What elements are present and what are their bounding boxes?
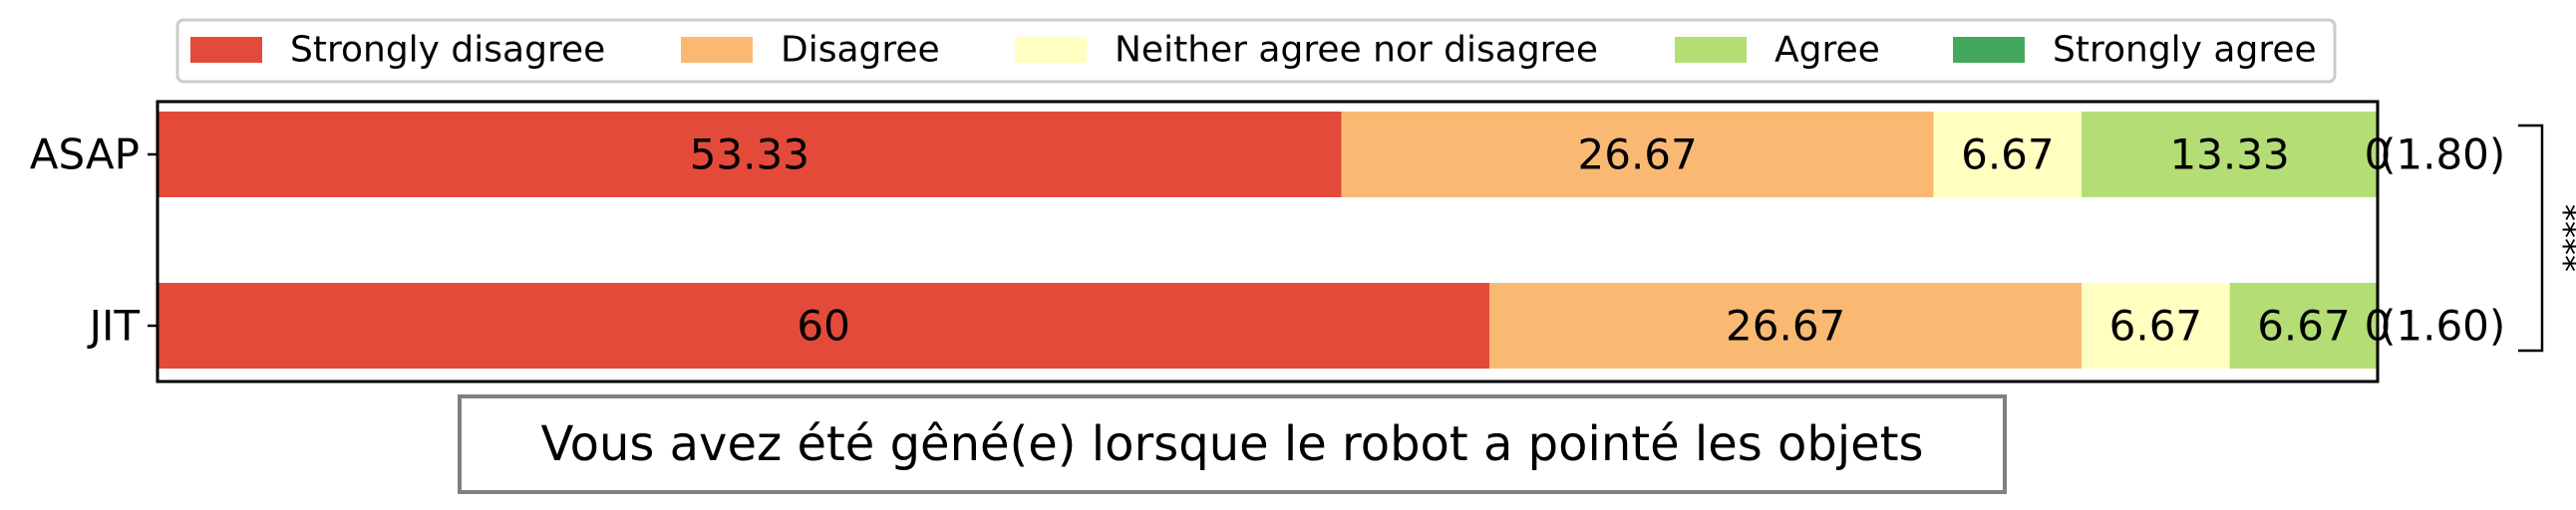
bar-asap-neither-agree-nor-disagree: [1933, 112, 2083, 197]
bar-jit-strongly-disagree: [158, 283, 1490, 369]
legend-label: Agree: [1774, 30, 1880, 71]
legend-label: Strongly agree: [2053, 30, 2317, 71]
data-label: 53.33: [690, 130, 809, 179]
significance-marker: ****: [2544, 204, 2576, 272]
bar-asap-agree: [2082, 112, 2378, 197]
data-label: 6.67: [2257, 302, 2351, 351]
data-label: 6.67: [1961, 130, 2055, 179]
mean-label: (1.60): [2380, 302, 2505, 351]
data-label: 60: [797, 302, 849, 351]
bar-jit-agree: [2229, 283, 2379, 369]
data-label: 6.67: [2109, 302, 2203, 351]
legend-label: Disagree: [781, 30, 940, 71]
legend-frame: [175, 18, 2337, 84]
plot-frame: [156, 100, 2380, 383]
y-tick-label: JIT: [87, 302, 141, 351]
mean-label: (1.80): [2380, 130, 2505, 179]
value-labels: 53.33 26.67 6.67 13.33 060 26.67 6.67 6.67 0: [690, 130, 2392, 351]
bars: [158, 112, 2379, 369]
chart-title: Vous avez été gêné(e) lorsque le robot a…: [540, 416, 1923, 472]
legend-swatch: [1675, 37, 1747, 63]
legend-swatch: [1953, 37, 2025, 63]
annotations: (1.80) (1.60) ****: [2380, 124, 2576, 353]
bar-jit-disagree: [1489, 283, 2083, 369]
legend: Strongly disagree Disagree Neither agree n…: [175, 18, 2337, 84]
bar-asap-disagree: [1341, 112, 1934, 197]
legend-label: Strongly disagree: [290, 30, 605, 71]
significance-bracket: [2518, 124, 2544, 353]
legend-swatch: [681, 37, 753, 63]
y-tick-label: ASAP: [30, 130, 140, 179]
data-label: 26.67: [1726, 302, 1845, 351]
data-label: 26.67: [1578, 130, 1698, 179]
bar-asap-strongly-disagree: [158, 112, 1342, 197]
chart-title-box: Vous avez été gêné(e) lorsque le robot a…: [458, 394, 2007, 494]
axes: ASAP JIT: [30, 100, 2380, 383]
legend-label: Neither agree nor disagree: [1115, 30, 1598, 71]
bar-jit-neither-agree-nor-disagree: [2082, 283, 2230, 369]
legend-swatch: [1015, 37, 1087, 63]
legend-swatch: [190, 37, 262, 63]
data-label: 13.33: [2169, 130, 2289, 179]
title-box-border: [458, 394, 2007, 494]
